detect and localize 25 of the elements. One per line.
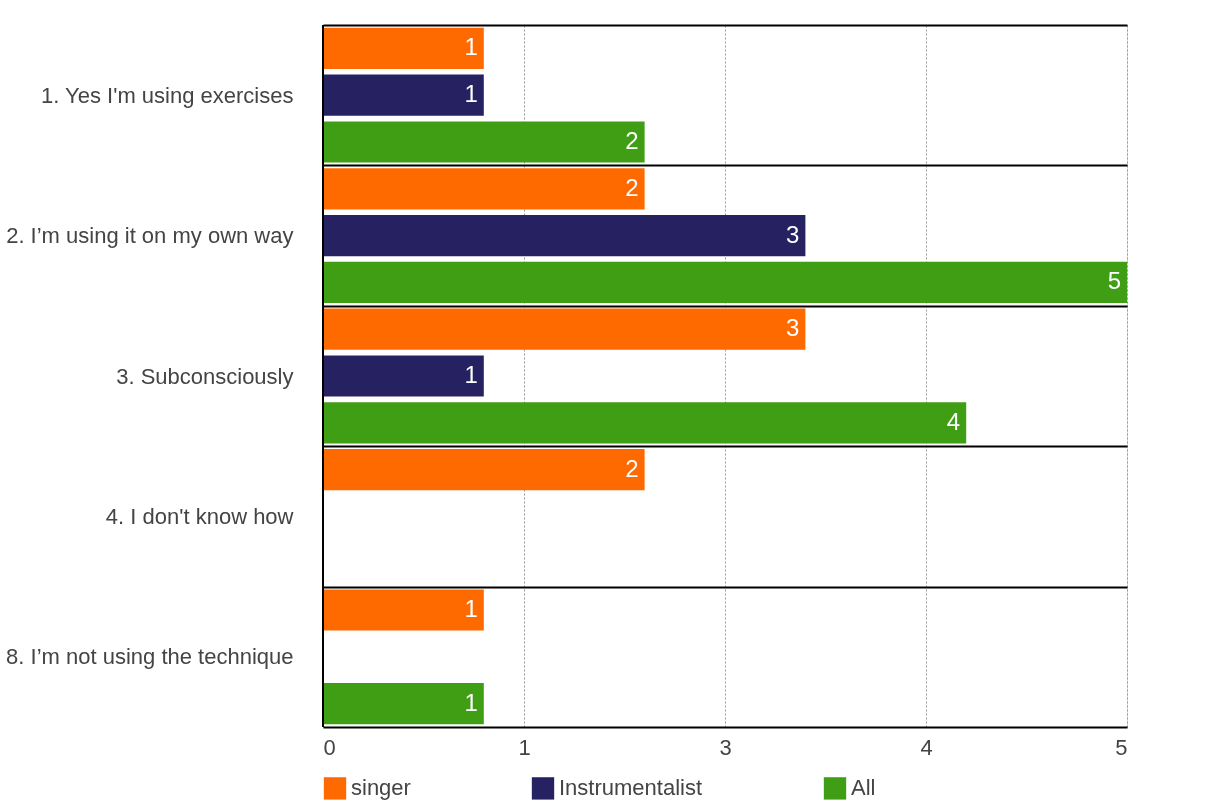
x-tick-label: 4 — [920, 734, 933, 760]
legend-label: Instrumentalist — [559, 775, 703, 801]
data-label: 3 — [786, 220, 800, 248]
data-label: 3 — [786, 314, 800, 342]
data-label: 2 — [625, 454, 639, 482]
data-label: 2 — [625, 127, 639, 154]
x-tick-label: 1 — [518, 734, 531, 760]
data-label: 4 — [946, 407, 961, 435]
legend-label: All — [851, 775, 876, 801]
y-tick-label: 1. Yes I'm using exercises — [41, 82, 294, 108]
data-label: 1 — [464, 595, 478, 622]
data-label: 1 — [464, 688, 478, 716]
y-tick-label: 3. Subconsciously — [116, 363, 294, 389]
y-tick-label: 8. I’m not using the technique — [6, 644, 294, 670]
x-tick-label: 0 — [323, 734, 336, 760]
data-label: 5 — [1107, 267, 1121, 295]
x-tick-label: 5 — [1115, 734, 1128, 760]
x-tick-label: 3 — [719, 734, 732, 760]
data-label: 2 — [625, 173, 639, 201]
data-label: 1 — [464, 80, 478, 108]
y-tick-label: 4. I don't know how — [105, 503, 294, 529]
legend-label: singer — [351, 775, 411, 801]
y-tick-label: 2. I’m using it on my own way — [6, 223, 294, 249]
data-label: 1 — [464, 33, 478, 61]
data-label: 1 — [464, 361, 478, 388]
